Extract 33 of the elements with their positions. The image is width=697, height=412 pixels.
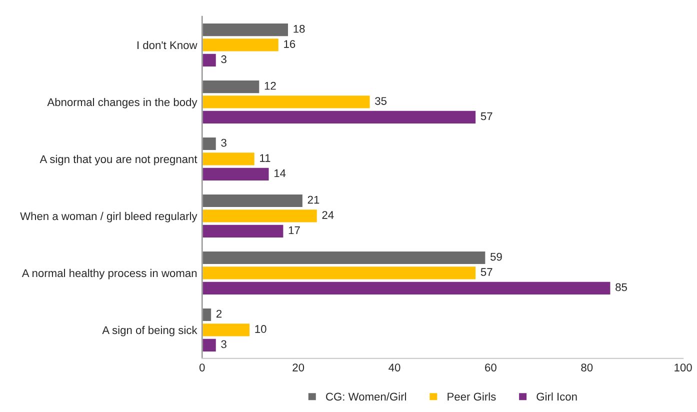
data-label: 57	[480, 112, 492, 120]
data-label: 12	[264, 82, 276, 90]
data-label: 21	[308, 196, 320, 204]
y-tick-label: When a woman / girl bleed regularly	[20, 212, 198, 222]
data-label: 57	[480, 268, 492, 276]
data-label: 3	[221, 138, 226, 147]
legend-label: Girl Icon	[536, 392, 577, 401]
data-label: 3	[221, 340, 226, 348]
data-label: 35	[375, 97, 387, 105]
data-label: 85	[616, 283, 627, 292]
data-label: 59	[490, 252, 502, 261]
x-tick-label: 40	[388, 364, 400, 372]
data-label: 2	[216, 310, 222, 318]
legend-label: Peer Girls	[448, 392, 496, 401]
x-tick-label: 20	[292, 364, 304, 372]
data-label: 3	[221, 55, 226, 64]
data-label: 10	[255, 325, 266, 333]
y-tick-label: Abnormal changes in the body	[47, 98, 198, 108]
y-tick-label: I don't Know	[137, 40, 198, 50]
data-label: 17	[288, 226, 300, 234]
data-label: 14	[274, 169, 286, 178]
x-tick-label: 100	[674, 364, 692, 372]
data-label: 16	[284, 40, 296, 48]
data-label: 18	[294, 24, 305, 33]
data-label: 24	[322, 211, 334, 219]
x-tick-label: 80	[581, 364, 593, 372]
x-tick-label: 60	[485, 364, 496, 372]
legend-label: CG: Women/Girl	[326, 392, 406, 401]
data-label: 11	[260, 154, 270, 162]
y-tick-label: A sign of being sick	[102, 326, 198, 336]
y-tick-label: A sign that you are not pregnant	[40, 154, 198, 166]
x-tick-label: 0	[199, 364, 205, 372]
y-tick-label: A normal healthy process in woman	[22, 268, 197, 280]
